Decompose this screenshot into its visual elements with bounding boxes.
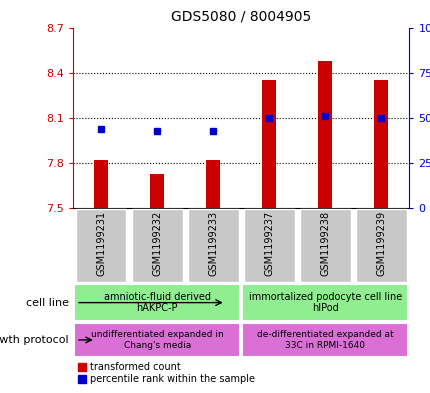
Bar	[242, 323, 407, 357]
Text: immortalized podocyte cell line
hIPod: immortalized podocyte cell line hIPod	[248, 292, 401, 313]
Text: GSM1199231: GSM1199231	[96, 211, 106, 275]
Title: GDS5080 / 8004905: GDS5080 / 8004905	[171, 9, 311, 24]
Text: GSM1199232: GSM1199232	[152, 211, 162, 276]
Text: GSM1199238: GSM1199238	[319, 211, 330, 275]
Bar	[318, 61, 332, 208]
Bar	[132, 209, 182, 282]
Bar	[187, 209, 238, 282]
Bar	[94, 160, 108, 208]
Bar	[206, 160, 220, 208]
Bar	[243, 209, 294, 282]
Text: growth protocol: growth protocol	[0, 335, 69, 345]
Text: GSM1199233: GSM1199233	[208, 211, 218, 275]
Bar	[150, 174, 164, 208]
Text: amniotic-fluid derived
hAKPC-P: amniotic-fluid derived hAKPC-P	[104, 292, 210, 313]
Bar	[76, 209, 126, 282]
Bar	[74, 323, 240, 357]
Bar	[374, 80, 387, 208]
Text: cell line: cell line	[26, 298, 69, 308]
Legend: transformed count, percentile rank within the sample: transformed count, percentile rank withi…	[78, 362, 254, 384]
Bar	[262, 80, 276, 208]
Bar	[242, 284, 407, 321]
Bar	[74, 284, 240, 321]
Bar	[355, 209, 406, 282]
Text: GSM1199239: GSM1199239	[375, 211, 386, 275]
Text: undifferentiated expanded in
Chang's media: undifferentiated expanded in Chang's med…	[91, 330, 223, 350]
Text: de-differentiated expanded at
33C in RPMI-1640: de-differentiated expanded at 33C in RPM…	[257, 330, 393, 350]
Bar	[299, 209, 350, 282]
Text: GSM1199237: GSM1199237	[264, 211, 274, 276]
